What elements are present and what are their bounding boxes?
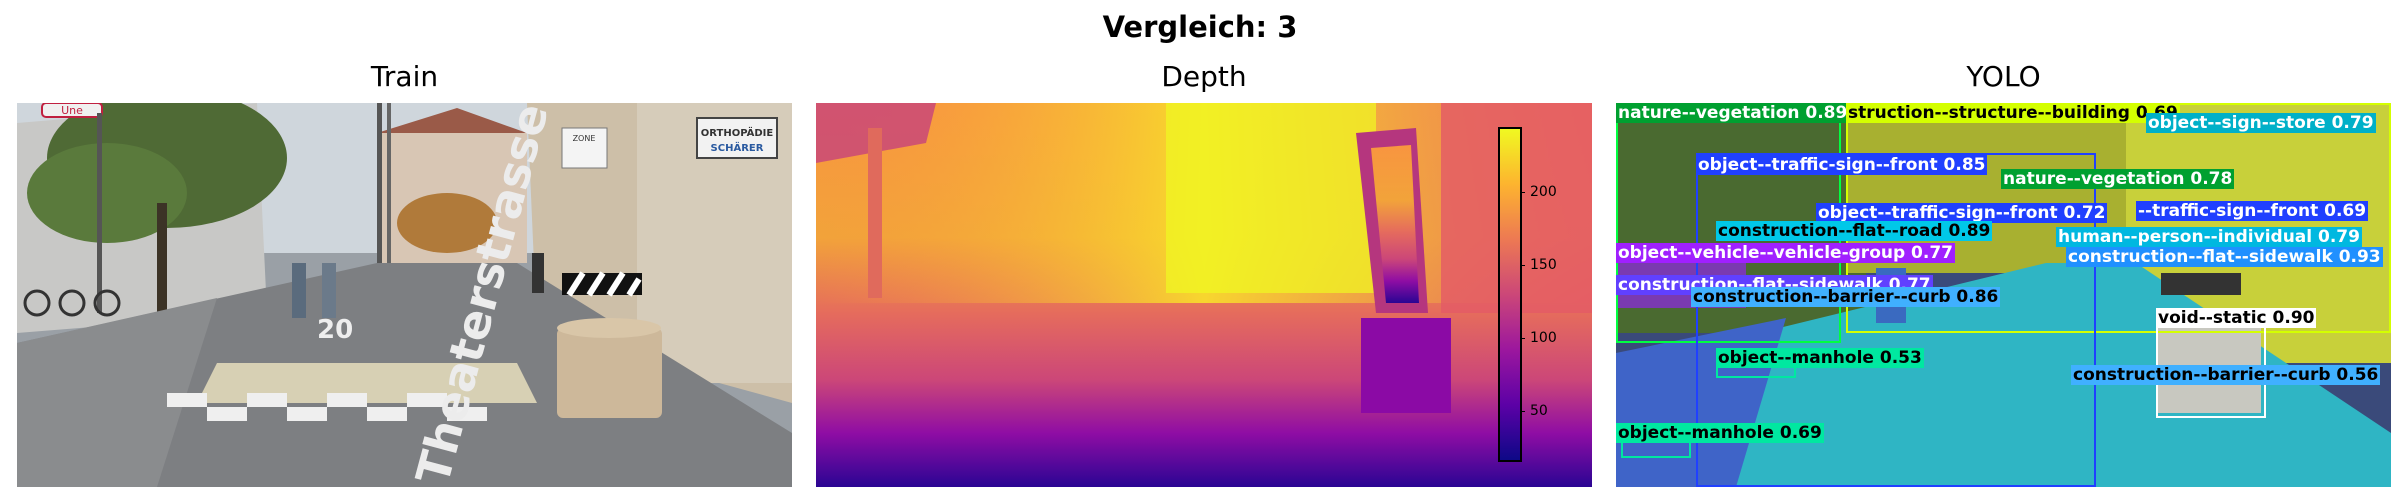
colorbar-tick-100: 100 <box>1520 330 1557 346</box>
det-label: nature--vegetation 0.78 <box>2001 169 2235 189</box>
det-label: human--person--individual 0.79 <box>2056 227 2362 247</box>
panel-title-train: Train <box>370 60 439 93</box>
colorbar-tick-50: 50 <box>1520 403 1548 419</box>
road-number: 20 <box>317 315 353 345</box>
train-image: ORTHOPÄDIE SCHÄRER ZONE Une 20 Theaterst… <box>17 103 792 487</box>
colorbar-tick-200: 200 <box>1520 184 1557 200</box>
panel-title-yolo: YOLO <box>1966 60 2041 93</box>
det-label: construction--flat--road 0.89 <box>1716 221 1993 241</box>
shop-sign-line1: ORTHOPÄDIE <box>701 125 774 139</box>
figure-title: Vergleich: 3 <box>1102 10 1298 44</box>
det-label: construction--flat--sidewalk 0.93 <box>2066 247 2383 267</box>
det-box <box>1696 153 2096 487</box>
det-label: construction--barrier--curb 0.56 <box>2071 365 2381 385</box>
det-label: object--sign--store 0.79 <box>2146 113 2376 133</box>
colorbar <box>1498 127 1522 462</box>
det-label: object--traffic-sign--front 0.72 <box>1816 203 2108 223</box>
det-label: nature--vegetation 0.89 <box>1616 103 1850 123</box>
colorbar-tick-150: 150 <box>1520 257 1557 273</box>
det-label: --traffic-sign--front 0.69 <box>2136 201 2369 221</box>
det-label: construction--barrier--curb 0.86 <box>1691 287 2001 307</box>
zone-sign: ZONE <box>573 134 596 143</box>
panel-title-depth: Depth <box>1161 60 1247 93</box>
corner-sign: Une <box>61 104 83 117</box>
shop-sign-line2: SCHÄRER <box>711 140 764 154</box>
det-label: object--vehicle--vehicle-group 0.77 <box>1616 243 1956 263</box>
det-label: object--manhole 0.53 <box>1716 348 1924 368</box>
det-label: object--traffic-sign--front 0.85 <box>1696 155 1988 175</box>
yolo-image: nature--vegetation 0.89 struction--struc… <box>1616 103 2391 487</box>
det-label: object--manhole 0.69 <box>1616 423 1824 443</box>
depth-map <box>816 103 1592 487</box>
det-label: void--static 0.90 <box>2156 308 2317 328</box>
det-label: struction--structure--building 0.69 <box>1846 103 2180 123</box>
